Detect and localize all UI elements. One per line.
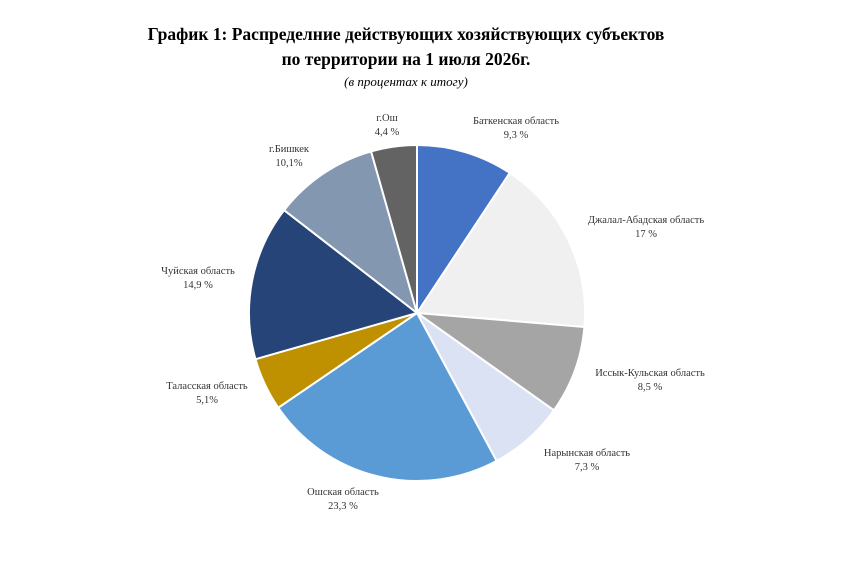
pie-slice — [248, 208, 420, 361]
pie-slice — [369, 143, 418, 314]
slice-label-value: 17 % — [635, 229, 657, 240]
slice-label-name: Таласская область — [166, 381, 248, 392]
slice-label-name: Баткенская область — [473, 116, 559, 127]
slice-label-value: 5,1% — [196, 395, 218, 406]
pie-slice — [413, 311, 586, 412]
slice-label-name: Чуйская область — [161, 266, 235, 277]
slice-label-value: 9,3 % — [504, 130, 529, 141]
pie-labels: Баткенская область 9,3 % Джалал-Абадская о… — [161, 113, 705, 512]
slice-label-name: Джалал-Абадская область — [588, 215, 704, 226]
slice-label-name: Ошская область — [307, 487, 379, 498]
pie-slice — [415, 171, 586, 329]
chart-title-block: График 1: Распределние действующих хозяй… — [0, 22, 812, 92]
slice-label-value: 4,4 % — [375, 127, 400, 138]
slice-label-value: 8,5 % — [638, 382, 663, 393]
slice-label-name: Иссык-Кульская область — [595, 368, 705, 379]
slice-label-value: 14,9 % — [183, 280, 213, 291]
pie-slice — [282, 150, 419, 316]
pie-slices — [248, 143, 586, 482]
chart-title-line-1: График 1: Распределние действующих хозяй… — [147, 24, 665, 44]
slice-label-value: 23,3 % — [328, 501, 358, 512]
chart-title-line-2: по территории на 1 июля 2026г. — [281, 49, 531, 69]
slice-label-value: 10,1% — [275, 158, 302, 169]
chart-subtitle: (в процентах к итогу) — [344, 74, 468, 89]
pie-slice — [276, 311, 498, 482]
slice-label-name: г.Ош — [376, 113, 397, 124]
slice-label-name: Нарынская область — [544, 448, 630, 459]
slice-label-name: г.Бишкек — [269, 144, 310, 155]
pie-slice — [416, 143, 512, 317]
slice-label-value: 7,3 % — [575, 462, 600, 473]
